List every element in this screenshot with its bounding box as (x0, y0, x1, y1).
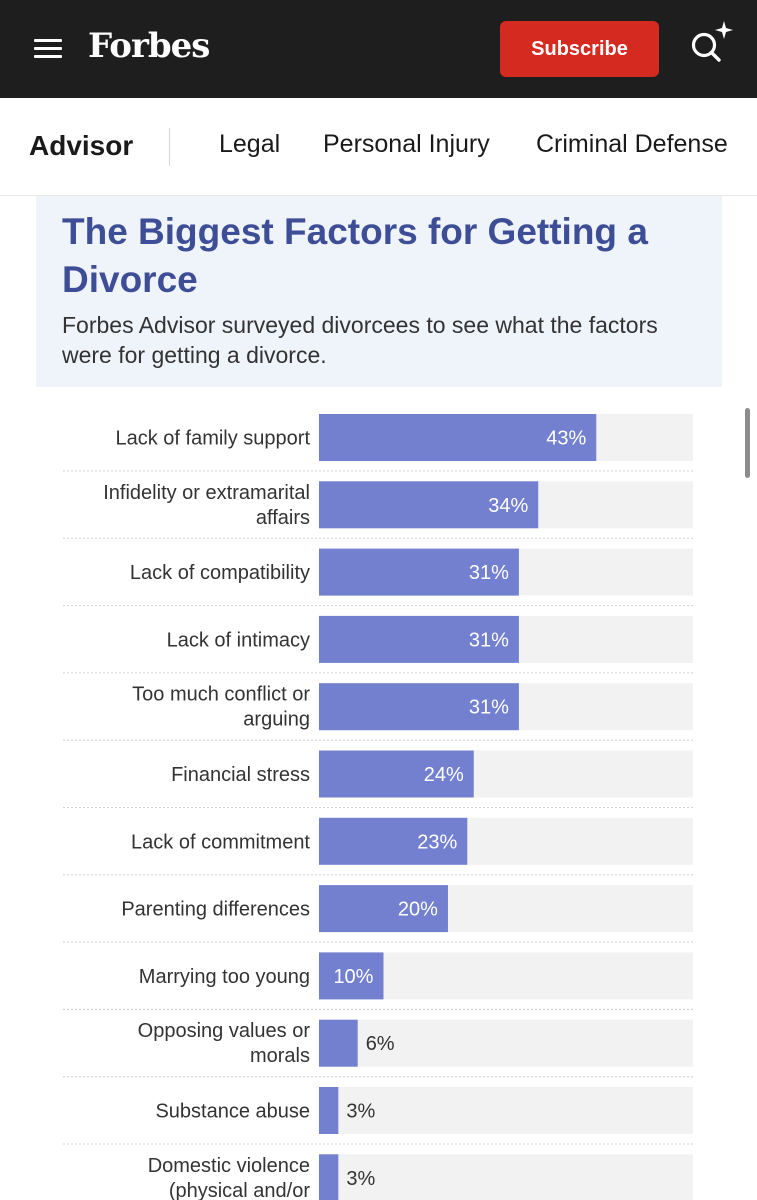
category-label: Infidelity or extramarital affairs (103, 482, 310, 529)
data-label: 23% (417, 831, 457, 853)
chart-title: The Biggest Factors for Getting a Divorc… (62, 211, 648, 300)
bar (319, 1019, 358, 1067)
bar (319, 952, 384, 1000)
category-label: Opposing values or morals (138, 1020, 311, 1067)
category-label: Marrying too young (139, 966, 310, 988)
bar (319, 414, 597, 461)
data-label: 10% (333, 966, 373, 988)
category-label: Domestic violence (physical and/or (148, 1155, 311, 1200)
bar-track (319, 1154, 693, 1200)
bar (319, 1087, 339, 1134)
nav-link-criminal-defense[interactable]: Criminal Defense (536, 130, 728, 158)
bar-track (319, 1019, 693, 1067)
category-label: Lack of commitment (131, 831, 310, 853)
advisor-brand[interactable]: Advisor (29, 130, 134, 161)
chart-header: The Biggest Factors for Getting a Divorc… (36, 196, 722, 387)
data-label: 34% (488, 495, 528, 517)
category-label: Lack of intimacy (167, 629, 310, 651)
bar (319, 615, 519, 663)
category-label: Substance abuse (155, 1101, 310, 1123)
data-label: 20% (398, 899, 438, 921)
forbes-logo[interactable]: Forbes (88, 26, 210, 66)
category-label: Financial stress (171, 764, 310, 786)
hamburger-menu-icon[interactable] (34, 38, 62, 60)
bar-chart: 43% Lack of family support 34% Infidelity o… (63, 414, 693, 1200)
bar (319, 817, 468, 865)
nav-link-personal-injury[interactable]: Personal Injury (323, 130, 490, 158)
category-label: Too much conflict or arguing (132, 684, 310, 731)
subscribe-button[interactable]: Subscribe (500, 21, 659, 77)
data-label: 31% (469, 697, 509, 719)
category-label: Lack of family support (115, 428, 310, 450)
nav-divider (169, 128, 170, 166)
bar (319, 885, 448, 933)
data-label: 6% (366, 1033, 395, 1055)
category-label: Lack of compatibility (130, 562, 310, 584)
bar (319, 548, 519, 596)
bar (319, 1154, 339, 1200)
data-label: 31% (469, 562, 509, 584)
bar (319, 683, 519, 731)
data-label: 3% (346, 1101, 375, 1123)
sub-navigation: Advisor Legal Personal Injury Criminal D… (0, 98, 757, 196)
data-label: 24% (424, 764, 464, 786)
data-label: 31% (469, 629, 509, 651)
search-sparkle-icon[interactable] (686, 18, 738, 68)
data-label: 43% (546, 428, 586, 450)
top-bar: Forbes Subscribe (0, 0, 757, 98)
scrollbar-thumb[interactable] (745, 408, 750, 478)
data-label: 3% (346, 1168, 375, 1190)
chart-subtitle: Forbes Advisor surveyed divorcees to see… (62, 312, 658, 368)
bar (319, 750, 474, 798)
bar-track (319, 1087, 693, 1134)
nav-link-legal[interactable]: Legal (219, 130, 281, 158)
category-label: Parenting differences (121, 899, 310, 921)
bar (319, 481, 539, 529)
